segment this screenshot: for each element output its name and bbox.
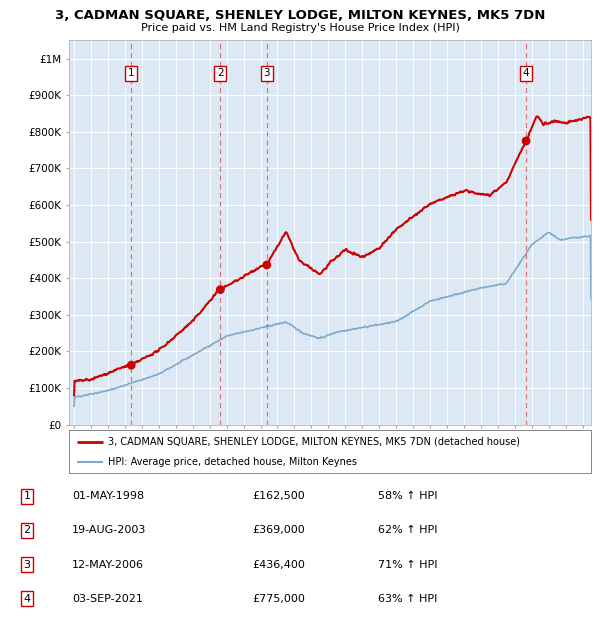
Text: 63% ↑ HPI: 63% ↑ HPI	[378, 593, 437, 604]
Point	[521, 136, 531, 146]
Text: £775,000: £775,000	[252, 593, 305, 604]
Text: 3, CADMAN SQUARE, SHENLEY LODGE, MILTON KEYNES, MK5 7DN: 3, CADMAN SQUARE, SHENLEY LODGE, MILTON …	[55, 9, 545, 22]
Text: 3: 3	[23, 559, 31, 570]
Text: 12-MAY-2006: 12-MAY-2006	[72, 559, 144, 570]
Text: HPI: Average price, detached house, Milton Keynes: HPI: Average price, detached house, Milt…	[108, 457, 357, 467]
Text: 3: 3	[263, 68, 270, 78]
Text: 4: 4	[23, 593, 31, 604]
Text: 58% ↑ HPI: 58% ↑ HPI	[378, 491, 437, 502]
Point	[127, 360, 136, 370]
Text: 71% ↑ HPI: 71% ↑ HPI	[378, 559, 437, 570]
Text: 01-MAY-1998: 01-MAY-1998	[72, 491, 144, 502]
Point	[262, 260, 272, 270]
Text: 1: 1	[128, 68, 134, 78]
Text: 19-AUG-2003: 19-AUG-2003	[72, 525, 146, 536]
Text: 2: 2	[217, 68, 224, 78]
Text: £436,400: £436,400	[252, 559, 305, 570]
Text: 03-SEP-2021: 03-SEP-2021	[72, 593, 143, 604]
Text: 4: 4	[523, 68, 529, 78]
Text: £369,000: £369,000	[252, 525, 305, 536]
Point	[215, 285, 225, 294]
Text: 62% ↑ HPI: 62% ↑ HPI	[378, 525, 437, 536]
Text: 1: 1	[23, 491, 31, 502]
Text: 3, CADMAN SQUARE, SHENLEY LODGE, MILTON KEYNES, MK5 7DN (detached house): 3, CADMAN SQUARE, SHENLEY LODGE, MILTON …	[108, 437, 520, 447]
Text: Price paid vs. HM Land Registry's House Price Index (HPI): Price paid vs. HM Land Registry's House …	[140, 23, 460, 33]
Text: 2: 2	[23, 525, 31, 536]
Text: £162,500: £162,500	[252, 491, 305, 502]
